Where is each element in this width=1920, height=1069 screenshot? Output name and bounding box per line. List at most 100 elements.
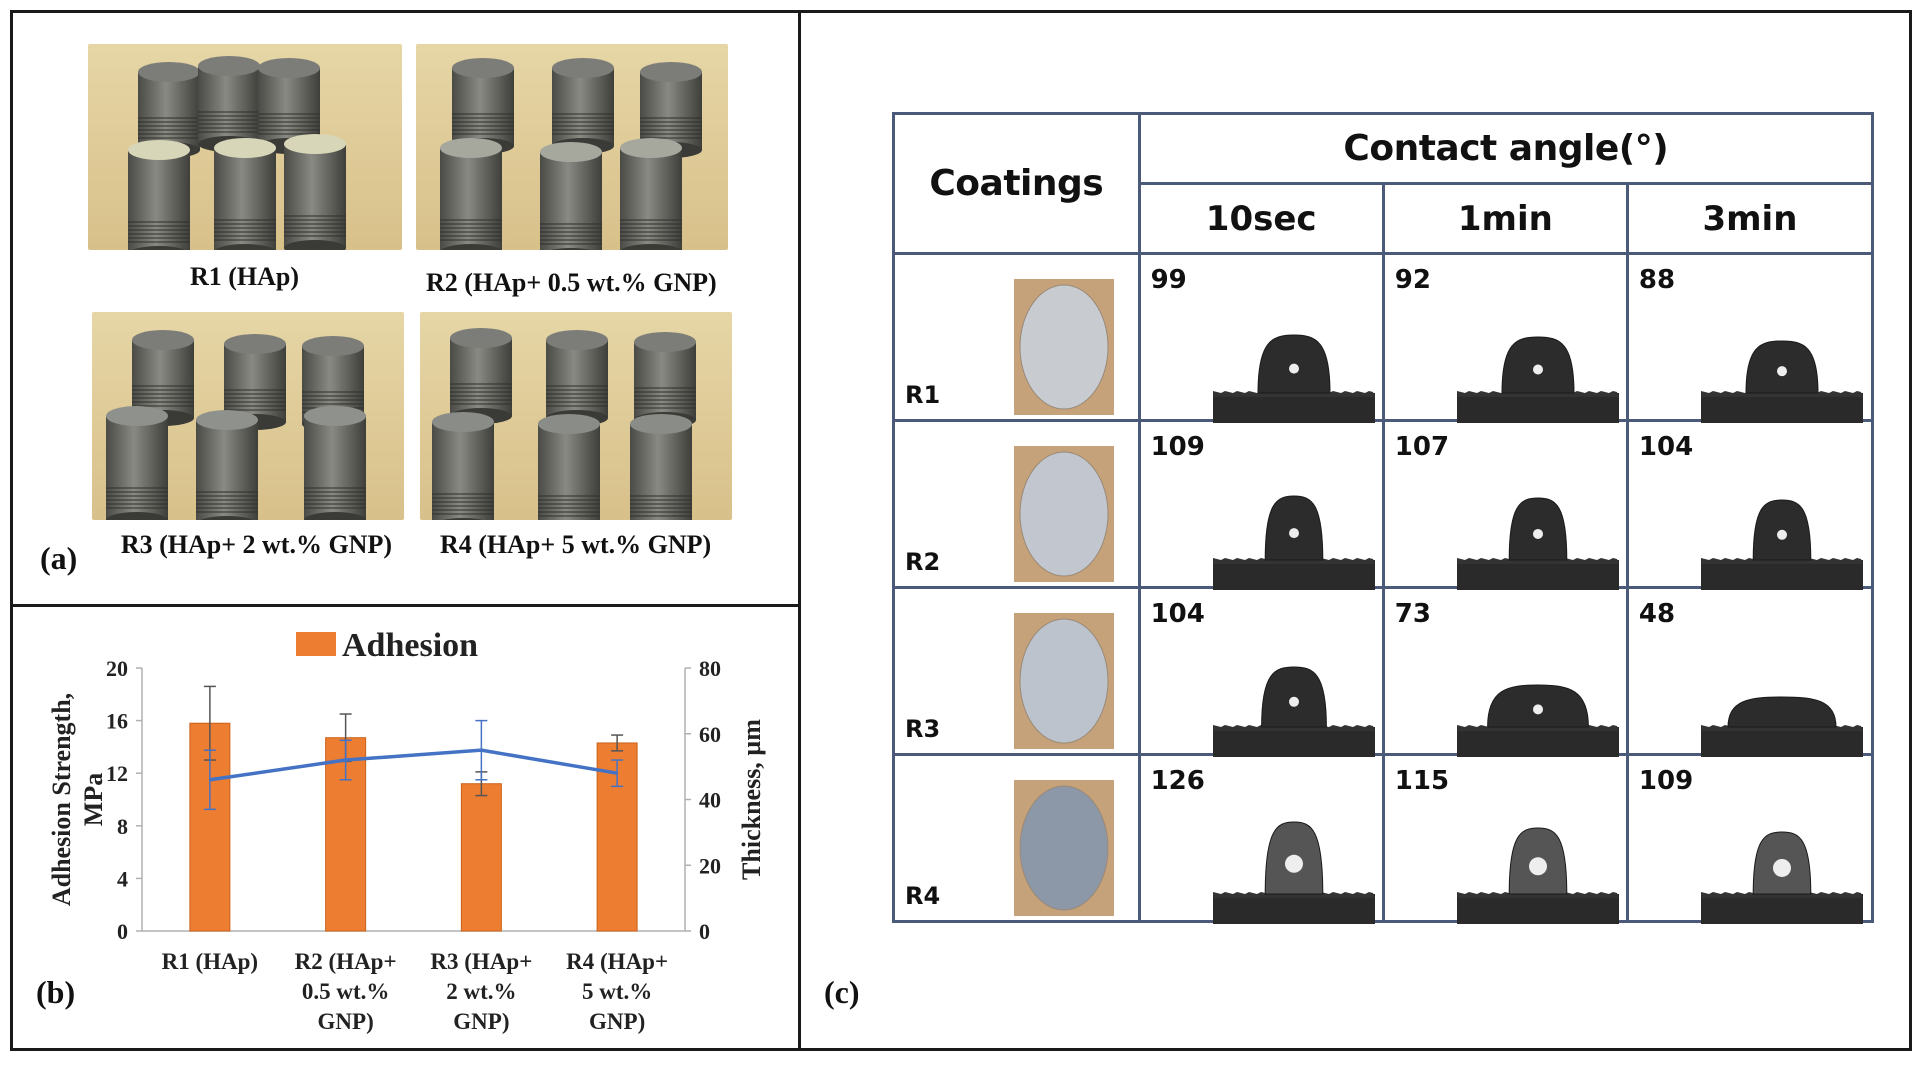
y-tick-label-right: 80: [699, 656, 721, 681]
y-tick-label-left: 0: [117, 919, 128, 944]
x-tick-label: R3 (HAp+ 2 wt.% GNP): [430, 949, 532, 1034]
photo-r1: [88, 44, 402, 250]
coating-cell: R2: [892, 419, 1141, 589]
contact-angle-value: 104: [1638, 432, 1694, 462]
droplet-image: [1211, 647, 1377, 757]
contact-angle-cell: 107: [1381, 419, 1629, 590]
contact-angle-value: 99: [1150, 265, 1187, 295]
sample-cylinder: [132, 330, 194, 426]
error-bar-thickness: [475, 719, 488, 781]
error-bar-thickness: [203, 749, 216, 811]
row-label: R3: [905, 715, 941, 743]
header-1min-text: 1min: [1457, 198, 1553, 239]
caption-r3: R3 (HAp+ 2 wt.% GNP): [120, 530, 392, 559]
droplet-image: [1455, 480, 1621, 590]
sample-cylinder: [304, 406, 366, 520]
droplet-image: [1211, 313, 1377, 423]
contact-angle-cell: 104: [1625, 419, 1875, 590]
panel-a-label: (a): [40, 540, 78, 576]
sample-cylinder: [634, 332, 696, 428]
contact-angle-cell: 73: [1381, 586, 1629, 757]
header-3min-text: 3min: [1702, 198, 1798, 239]
droplet-image: [1455, 814, 1621, 924]
contact-angle-cell: 109: [1625, 753, 1875, 924]
y-tick-label-right: 40: [699, 788, 721, 813]
panel-b-label: (b): [36, 974, 76, 1010]
coating-cell: R3: [892, 586, 1141, 756]
header-3min: 3min: [1625, 182, 1875, 255]
sample-cylinder: [630, 414, 692, 520]
coating-disc-photo: [1013, 446, 1114, 582]
legend-label-adhesion: Adhesion: [342, 627, 478, 664]
header-contact-angle-text: Contact angle(°): [1343, 128, 1669, 169]
error-bar-thickness: [339, 739, 352, 781]
row-label: R1: [905, 381, 941, 409]
contact-angle-cell: 126: [1137, 753, 1385, 924]
sample-cylinder: [198, 56, 260, 152]
x-tick-label: R1 (HAp): [162, 949, 258, 974]
panel-c-label: (c): [824, 974, 860, 1010]
contact-angle-cell: 115: [1381, 753, 1629, 924]
legend-swatch-adhesion: [296, 632, 336, 656]
contact-angle-cell: 48: [1625, 586, 1875, 757]
header-coatings: Coatings: [892, 112, 1141, 255]
contact-angle-value: 115: [1394, 766, 1450, 796]
sample-cylinder: [538, 414, 600, 520]
contact-angle-value: 88: [1638, 265, 1676, 295]
contact-angle-value: 109: [1638, 766, 1694, 796]
coating-disc-photo: [1013, 613, 1114, 749]
panel-c-frame: [798, 10, 1912, 1051]
photo-r2: [416, 44, 728, 250]
sample-cylinder: [128, 140, 190, 250]
caption-r1: R1 (HAp): [190, 262, 300, 291]
photo-r3: [92, 312, 404, 520]
header-10sec-text: 10sec: [1205, 198, 1317, 239]
droplet-image: [1699, 814, 1865, 924]
contact-angle-cell: 88: [1625, 252, 1875, 423]
error-bar-adhesion: [611, 734, 624, 752]
header-contact-angle: Contact angle(°): [1137, 112, 1875, 185]
y-tick-label-right: 0: [699, 919, 710, 944]
row-label: R2: [905, 548, 941, 576]
y-tick-label-left: 20: [106, 656, 128, 681]
sample-cylinder: [640, 62, 702, 158]
table-row: R2 109 107 104: [892, 419, 1875, 590]
error-bar-thickness: [611, 759, 624, 788]
sample-cylinder: [440, 138, 502, 250]
table-row: R3 104 73 48: [892, 586, 1875, 757]
y-tick-label-left: 12: [106, 761, 128, 786]
caption-r2: R2 (HAp+ 0.5 wt.% GNP): [426, 268, 717, 297]
header-1min: 1min: [1381, 182, 1629, 255]
droplet-image: [1455, 647, 1621, 757]
line-thickness: [209, 748, 618, 782]
contact-angle-value: 109: [1150, 432, 1205, 462]
contact-angle-value: 48: [1638, 599, 1676, 629]
sample-cylinder: [214, 138, 276, 250]
y-tick-label-right: 20: [699, 853, 721, 878]
contact-angle-table: Coatings Contact angle(°) 10sec 1min 3mi…: [892, 112, 1875, 924]
coating-disc-photo: [1013, 780, 1114, 916]
coating-cell: R4: [892, 753, 1141, 923]
sample-cylinder: [552, 58, 614, 154]
sample-cylinder: [620, 138, 682, 250]
coating-disc-photo: [1013, 279, 1114, 415]
x-tick-label: R2 (HAp+ 0.5 wt.% GNP): [295, 949, 397, 1034]
coating-cell: R1: [892, 252, 1141, 422]
row-label: R4: [905, 882, 941, 910]
y-axis-title-right: Thickness, µm: [737, 719, 766, 880]
sample-cylinder: [546, 330, 608, 426]
table-row: R4 126 115 109: [892, 753, 1875, 924]
sample-cylinder: [432, 412, 494, 520]
sample-cylinder: [284, 134, 346, 250]
y-axis-title-left: Adhesion Strength, MPa: [47, 693, 108, 906]
droplet-image: [1699, 313, 1865, 423]
header-coatings-text: Coatings: [929, 163, 1104, 204]
droplet-image: [1211, 480, 1377, 590]
sample-cylinder: [540, 142, 602, 250]
table-row: R1 99 92 88: [892, 252, 1875, 423]
contact-angle-value: 92: [1394, 265, 1431, 295]
contact-angle-cell: 92: [1381, 252, 1629, 423]
photo-r4: [420, 312, 732, 520]
droplet-image: [1455, 313, 1621, 423]
contact-angle-cell: 99: [1137, 252, 1385, 423]
